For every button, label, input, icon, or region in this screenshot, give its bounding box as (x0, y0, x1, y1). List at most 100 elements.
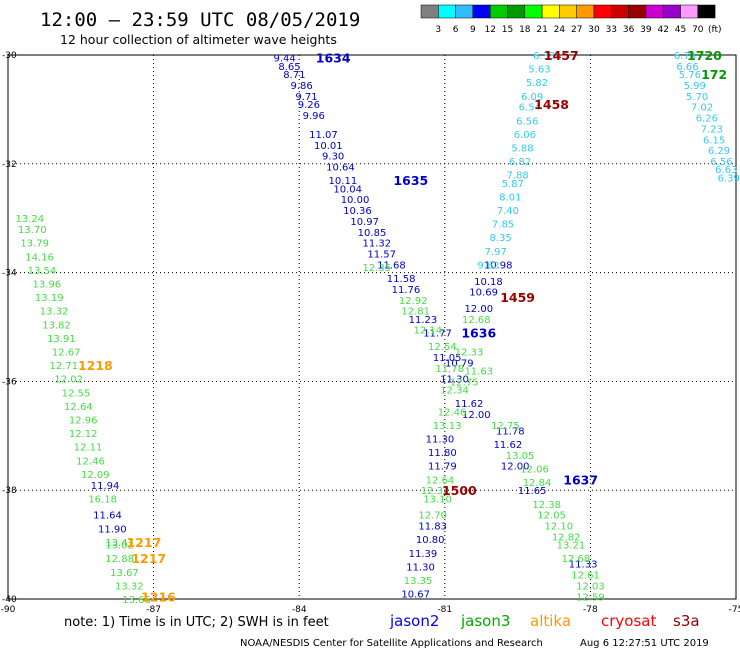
data-point-label: 13.21 (557, 541, 586, 552)
footer-timestamp: Aug 6 12:27:51 UTC 2019 (580, 638, 709, 649)
data-point-label: 12.38 (532, 500, 561, 511)
colorbar-label: 18 (519, 25, 531, 35)
data-point-label: 7.40 (497, 206, 519, 217)
pass-time-label: 1637 (563, 472, 598, 487)
x-tick-label: -78 (583, 605, 598, 615)
data-point-label: 12.14 (413, 326, 442, 337)
colorbar-label: 24 (554, 25, 566, 35)
data-point-label: 5.99 (684, 81, 706, 92)
colorbar-label: 15 (502, 25, 513, 35)
y-tick-label: -34 (2, 269, 17, 279)
data-point-label: 11.77 (423, 328, 452, 339)
data-point-label: 16.18 (88, 494, 117, 505)
x-tick-label: -84 (292, 605, 307, 615)
data-point-label: 12.33 (455, 347, 484, 358)
colorbar-swatch (645, 4, 664, 19)
data-point-label: 11.30 (406, 562, 435, 573)
data-point-label: 5.82 (526, 78, 548, 89)
data-point-label: 11.39 (409, 549, 438, 560)
data-point-label: 12.03 (576, 581, 605, 592)
data-point-label: 13.79 (20, 239, 49, 250)
colorbar: 3 6 9 12 15 18 21 24 27 30 33 36 39 42 45 70 (420, 4, 716, 35)
x-tick-label: -87 (146, 605, 161, 615)
colorbar-swatch (524, 4, 543, 19)
pass-time-label: 1636 (461, 325, 496, 340)
data-point-label: 13.91 (47, 334, 76, 345)
chart-subtitle: 12 hour collection of altimeter wave hei… (60, 32, 337, 47)
data-point-label: 6.39 (718, 173, 740, 184)
pass-time-label: 1634 (316, 51, 351, 66)
data-point-label: 12.71 (49, 361, 78, 372)
data-point-label: 6.74 (674, 51, 696, 62)
data-point-label: 8.35 (489, 233, 511, 244)
data-point-label: 10.00 (341, 195, 370, 206)
legend-entry: altika (530, 612, 571, 630)
data-point-label: 10.67 (401, 590, 430, 601)
data-point-label: 11.80 (428, 448, 457, 459)
pass-time-label: 1635 (393, 173, 428, 188)
data-point-label: 10.04 (333, 184, 362, 195)
pass-annotations: 1634 1635 1636 1637 1457 1458 1459 1500 1720 172 1… (78, 48, 727, 604)
plot-frame (7, 54, 737, 600)
data-point-label: 7.97 (485, 247, 507, 258)
data-point-label: 12.46 (76, 456, 105, 467)
data-point-label: 12.75 (491, 421, 520, 432)
x-tick-label: -75 (729, 605, 740, 615)
data-point-label: 11.30 (426, 435, 455, 446)
colorbar-swatch (662, 4, 681, 19)
pass-time-label: 1720 (687, 48, 722, 63)
data-point-label: 10.69 (469, 288, 498, 299)
pass-time-label: 1457 (544, 48, 579, 63)
data-point-label: 12.35 (363, 263, 392, 274)
colorbar-swatch (472, 4, 491, 19)
data-point-label: 10.80 (416, 535, 445, 546)
data-point-label: 11.23 (409, 315, 438, 326)
data-point-label: 7.23 (701, 124, 723, 135)
data-point-label: 12.96 (69, 415, 98, 426)
legend-entry: jason3 (460, 612, 510, 630)
data-point-label: 10.85 (358, 228, 387, 239)
data-point-label: 9.44 (274, 54, 296, 65)
data-point-label: 11.33 (569, 560, 598, 571)
legend-entry: jason2 (389, 612, 439, 630)
colorbar-label: 30 (588, 25, 600, 35)
colorbar-label: 33 (606, 25, 617, 35)
data-point-label: 14.16 (25, 252, 54, 263)
pass-time-label: 172 (701, 67, 727, 82)
y-tick-label: -36 (2, 377, 17, 387)
data-point-label: 11.76 (392, 285, 421, 296)
data-point-label: 11.62 (455, 399, 484, 410)
data-point-label: 11.79 (428, 462, 457, 473)
colorbar-swatch (455, 4, 474, 19)
data-point-label: 13.32 (115, 581, 144, 592)
colorbar-swatch (628, 4, 647, 19)
data-point-label: 6.26 (696, 114, 718, 125)
pass-time-label: 1218 (78, 358, 113, 373)
data-point-label: 6.29 (708, 146, 730, 157)
data-point-label: 12.11 (74, 443, 103, 454)
x-tick-label: -90 (1, 605, 16, 615)
data-point-label: 6.06 (514, 130, 536, 141)
colorbar-label: 36 (623, 25, 635, 35)
data-point-label: 6.66 (676, 62, 698, 73)
data-point-label: 6.54 (519, 103, 541, 114)
data-point-label: 10.11 (329, 176, 358, 187)
data-point-label: 13.13 (433, 421, 462, 432)
colorbar-swatch (438, 4, 456, 19)
colorbar-label: 21 (536, 25, 547, 35)
data-point-label: 11.30 (440, 375, 469, 386)
data-point-label: 12.05 (537, 511, 566, 522)
data-point-label: 12.59 (576, 592, 605, 603)
data-point-label: 12.67 (52, 347, 81, 358)
data-point-label: 10.79 (445, 358, 474, 369)
pass-time-label: 1500 (442, 483, 477, 498)
data-point-label: 12.82 (552, 532, 581, 543)
colorbar-swatch (593, 4, 612, 19)
data-point-label: 12.70 (418, 511, 447, 522)
colorbar-label: 3 (435, 25, 441, 35)
data-point-label: 12.81 (401, 307, 430, 318)
data-point-label: 11.65 (518, 486, 547, 497)
data-point-label: 11.78 (435, 364, 464, 375)
grid (8, 55, 736, 599)
